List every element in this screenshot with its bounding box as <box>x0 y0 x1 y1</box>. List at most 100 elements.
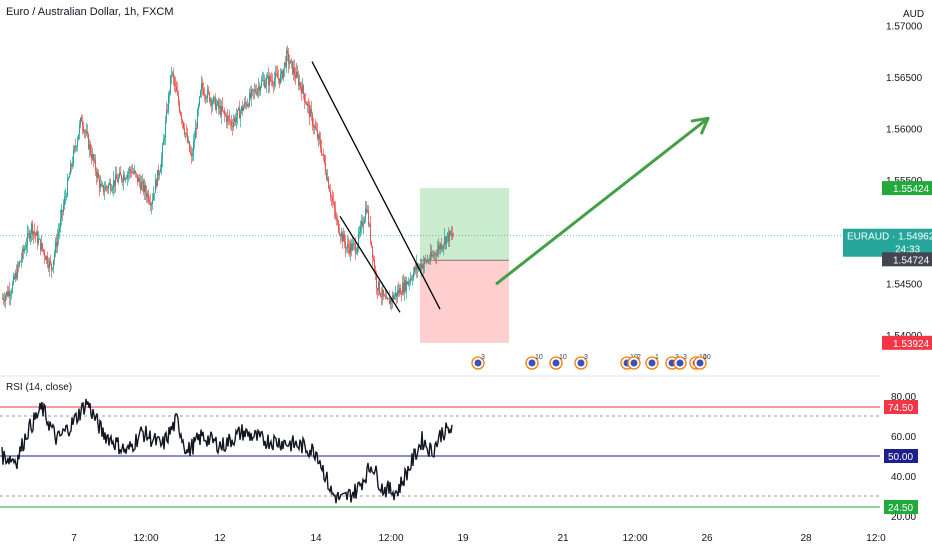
rsi-level-tag <box>884 400 918 414</box>
candle-body <box>334 202 335 211</box>
candle-body <box>308 103 309 106</box>
candle-body <box>31 223 32 234</box>
candle-body <box>374 259 375 272</box>
candle-body <box>118 177 119 182</box>
candle-body <box>54 253 55 261</box>
candle-body <box>158 169 159 176</box>
candle-body <box>234 117 235 122</box>
candle-body <box>227 116 228 122</box>
candle-body <box>395 292 396 296</box>
candle-body <box>153 193 154 200</box>
candle-body <box>400 288 401 295</box>
candle-body <box>106 186 107 188</box>
candle-body <box>201 83 202 91</box>
candle-body <box>80 118 81 125</box>
candle-body <box>401 294 402 296</box>
candle-body <box>237 109 238 117</box>
last-price-tag <box>843 228 932 257</box>
time-tick-label: 12 <box>214 533 226 544</box>
candle-body <box>40 239 41 251</box>
candle-body <box>191 153 192 157</box>
candle-body <box>310 109 311 118</box>
candle-body <box>303 85 304 94</box>
candle-body <box>324 154 325 163</box>
candle-body <box>340 234 341 237</box>
candle-body <box>225 114 226 116</box>
rsi-tick-label: 40.00 <box>891 472 916 483</box>
candle-body <box>249 93 250 106</box>
price-tag-stop <box>882 335 932 350</box>
candle-body <box>34 231 35 234</box>
candle-body <box>258 86 259 90</box>
candle-body <box>182 119 183 123</box>
candle-body <box>449 231 450 242</box>
candle-body <box>39 239 40 240</box>
candle-body <box>81 118 82 122</box>
candle-body <box>394 295 395 300</box>
candle-body <box>6 291 7 296</box>
candle-body <box>231 121 232 127</box>
candle-body <box>148 193 149 202</box>
candle-body <box>215 97 216 110</box>
candle-body <box>206 98 207 99</box>
candle-body <box>129 169 130 173</box>
candle-body <box>384 295 385 297</box>
candle-body <box>264 80 265 88</box>
candle-body <box>431 252 432 257</box>
candle-body <box>128 172 129 174</box>
rsi-indicator-label: RSI (14, close) <box>6 382 73 393</box>
candle-body <box>121 175 122 180</box>
candle-body <box>146 192 147 198</box>
candle-body <box>338 220 339 232</box>
candle-body <box>23 248 24 252</box>
candle-body <box>164 137 165 141</box>
candle-body <box>185 133 186 134</box>
candle-body <box>428 260 429 262</box>
candle-body <box>378 281 379 291</box>
candle-body <box>416 263 417 271</box>
candle-body <box>355 244 356 254</box>
candle-body <box>252 89 253 91</box>
event-count: 1 <box>655 354 659 361</box>
candle-body <box>415 267 416 271</box>
candle-body <box>19 261 20 266</box>
candle-body <box>11 292 12 295</box>
candle-body <box>293 67 294 74</box>
candle-body <box>41 243 42 251</box>
time-tick-label: 28 <box>800 533 812 544</box>
candle-body <box>193 142 194 155</box>
candle-body <box>265 84 266 88</box>
candle-body <box>312 113 313 126</box>
candle-body <box>383 289 384 296</box>
time-tick-label: 7 <box>71 533 77 544</box>
candle-body <box>260 86 261 92</box>
candle-body <box>157 169 158 187</box>
countdown-label: 24:33 <box>895 245 920 256</box>
candle-body <box>302 85 303 94</box>
candle-body <box>438 245 439 250</box>
candle-body <box>98 173 99 179</box>
candle-body <box>365 208 366 220</box>
candle-body <box>432 255 433 257</box>
candle-body <box>179 102 180 112</box>
candle-body <box>391 298 392 302</box>
candle-body <box>436 254 437 256</box>
candle-body <box>204 94 205 96</box>
candle-body <box>441 243 442 249</box>
candle-body <box>357 246 358 254</box>
candle-body <box>198 105 199 111</box>
candle-body <box>444 237 445 245</box>
candle-body <box>25 248 26 250</box>
candle-body <box>316 128 317 131</box>
candle-body <box>50 260 51 264</box>
candle-body <box>360 225 361 232</box>
candle-body <box>254 89 255 92</box>
candle-body <box>329 187 330 192</box>
candle-body <box>101 183 102 187</box>
candle-body <box>320 139 321 148</box>
rsi-tick-label: 80.00 <box>891 392 916 403</box>
candle-body <box>295 74 296 78</box>
candle-body <box>10 294 11 297</box>
